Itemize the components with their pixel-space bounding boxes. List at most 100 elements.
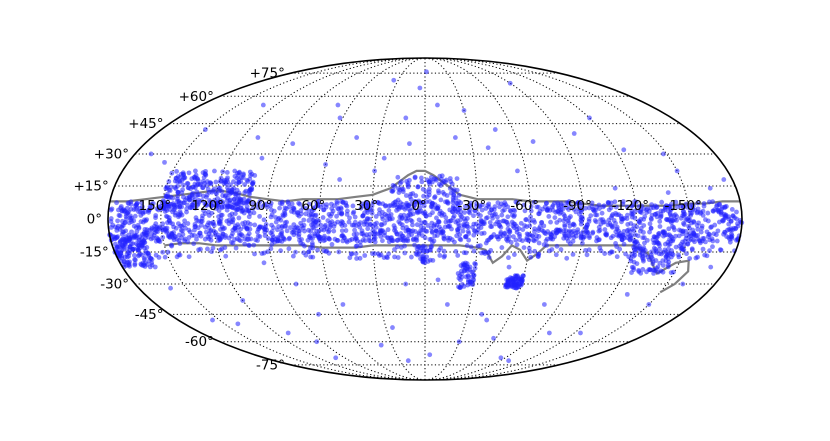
data-point [688, 210, 693, 216]
data-point [222, 245, 228, 250]
data-point [658, 213, 664, 219]
data-point [674, 214, 680, 219]
data-point [663, 249, 669, 255]
data-point [126, 209, 131, 215]
data-point [245, 233, 251, 239]
data-point [604, 232, 609, 238]
data-point [726, 221, 732, 227]
data-point [521, 202, 527, 208]
data-point [168, 184, 174, 190]
data-point [447, 186, 453, 191]
data-point [690, 206, 696, 212]
data-point [698, 240, 703, 246]
data-point [523, 217, 529, 223]
data-point [258, 224, 264, 230]
data-point [179, 235, 184, 241]
data-point [570, 252, 576, 257]
data-point [506, 264, 512, 270]
data-point [589, 204, 595, 209]
data-point [132, 213, 138, 219]
data-point [372, 235, 378, 241]
data-point [200, 185, 206, 191]
data-point [409, 254, 414, 260]
data-point [406, 203, 411, 208]
data-point [565, 200, 571, 206]
data-point [666, 242, 672, 248]
data-point [482, 251, 488, 256]
data-point [444, 302, 450, 307]
data-point [710, 208, 716, 214]
data-point [663, 204, 668, 210]
data-point [255, 205, 261, 211]
data-point [119, 225, 125, 230]
data-point [301, 250, 306, 256]
data-point [678, 241, 684, 247]
data-point [226, 217, 232, 223]
data-point [114, 200, 119, 206]
data-point [314, 223, 319, 228]
data-point [501, 218, 507, 224]
data-point [580, 229, 586, 235]
data-point [601, 203, 607, 209]
data-point [635, 233, 641, 239]
data-point [380, 238, 385, 244]
data-point [544, 200, 549, 206]
lon-tick-label: 120° [191, 198, 224, 214]
data-point [589, 200, 595, 206]
data-point [246, 214, 252, 220]
data-point [438, 197, 444, 203]
data-point [191, 241, 197, 247]
data-point [246, 208, 252, 214]
data-point [231, 197, 237, 202]
data-point [455, 253, 461, 258]
data-point [246, 197, 252, 203]
data-point [404, 178, 410, 184]
data-point [698, 229, 704, 235]
data-point [268, 214, 274, 220]
data-point [694, 223, 700, 228]
data-point [410, 191, 416, 196]
data-point [687, 225, 692, 231]
data-point [312, 231, 317, 237]
data-point [152, 264, 158, 270]
data-point [642, 240, 647, 246]
data-point [466, 237, 472, 243]
data-point [709, 224, 714, 230]
data-point [602, 227, 608, 232]
data-point [286, 204, 292, 210]
data-point [412, 175, 418, 181]
data-point [694, 210, 700, 216]
data-point [241, 196, 247, 202]
data-point [436, 247, 442, 253]
data-point [354, 256, 360, 261]
data-point [479, 219, 485, 224]
data-point [488, 224, 494, 229]
data-point [399, 215, 405, 221]
data-point [306, 249, 312, 255]
data-point [455, 229, 461, 235]
data-point [448, 179, 454, 185]
data-point [322, 233, 327, 239]
data-point [485, 203, 491, 208]
data-point [414, 222, 420, 228]
data-point [403, 281, 409, 287]
data-point [566, 207, 571, 212]
data-point [181, 182, 186, 188]
data-point [687, 256, 693, 261]
data-point [492, 127, 498, 132]
data-point [362, 253, 368, 258]
data-point [223, 192, 228, 198]
data-point [528, 204, 534, 209]
data-point [222, 177, 227, 183]
data-point [544, 236, 550, 242]
data-point [536, 211, 542, 217]
lon-tick-label: -60° [510, 198, 539, 214]
data-point [163, 213, 169, 219]
data-point [399, 179, 404, 185]
data-point [440, 190, 446, 195]
data-point [232, 211, 238, 217]
data-point [536, 228, 541, 233]
data-point [625, 212, 630, 218]
data-point [126, 253, 132, 259]
